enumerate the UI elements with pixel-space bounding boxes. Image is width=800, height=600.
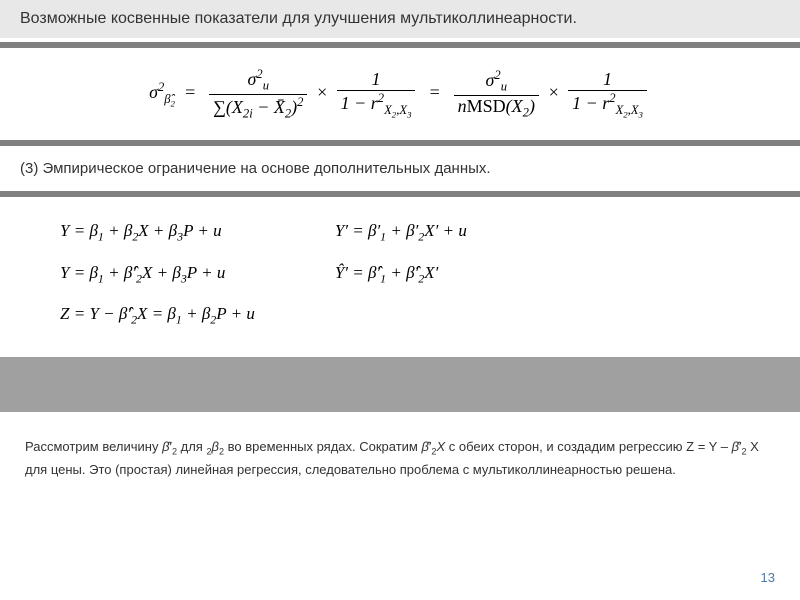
equation-yprime2: Ŷ′ = β̂′1 + β̂′2X′ — [335, 263, 467, 286]
subheading-text: (3) Эмпирическое ограничение на основе д… — [20, 160, 491, 177]
bottom-paragraph: Рассмотрим величину β̂′2 для 2β2 во врем… — [0, 422, 800, 494]
slide-title: Возможные косвенные показатели для улучш… — [20, 10, 577, 27]
equation-z: Z = Y − β̂′2X = β1 + β2P + u — [60, 304, 255, 327]
page-number: 13 — [761, 570, 775, 585]
slide-container: Возможные косвенные показатели для улучш… — [0, 0, 800, 600]
title-bar: Возможные косвенные показатели для улучш… — [0, 0, 800, 38]
bp-2: для — [177, 439, 206, 454]
divider-line-3 — [0, 191, 800, 197]
equation-yprime1: Y′ = β′1 + β′2X′ + u — [335, 221, 467, 244]
equations-block: Y = β1 + β2X + β3P + u Y = β1 + β̂′2X + … — [0, 201, 800, 347]
bp-1: Рассмотрим величину — [25, 439, 162, 454]
equations-right-col: Y′ = β′1 + β′2X′ + u Ŷ′ = β̂′1 + β̂′2X′ — [335, 221, 467, 327]
equation-y1: Y = β1 + β2X + β3P + u — [60, 221, 255, 244]
subheading: (3) Эмпирическое ограничение на основе д… — [0, 150, 800, 187]
gray-band — [0, 357, 800, 412]
equations-left-col: Y = β1 + β2X + β3P + u Y = β1 + β̂′2X + … — [60, 221, 255, 327]
main-formula-section: σ2β̂2 = σ2u ∑(X2i − X̄2)2 × 1 1 − r2X2,X… — [0, 52, 800, 136]
bp-6: с обеих сторон, и создадим регрессию Z =… — [445, 439, 731, 454]
bp-4: во временных рядах. Сократим — [224, 439, 421, 454]
divider-line-1 — [0, 42, 800, 48]
variance-formula: σ2β̂2 = σ2u ∑(X2i − X̄2)2 × 1 1 − r2X2,X… — [149, 67, 651, 121]
equation-y2: Y = β1 + β̂′2X + β3P + u — [60, 263, 255, 286]
divider-line-2 — [0, 140, 800, 146]
